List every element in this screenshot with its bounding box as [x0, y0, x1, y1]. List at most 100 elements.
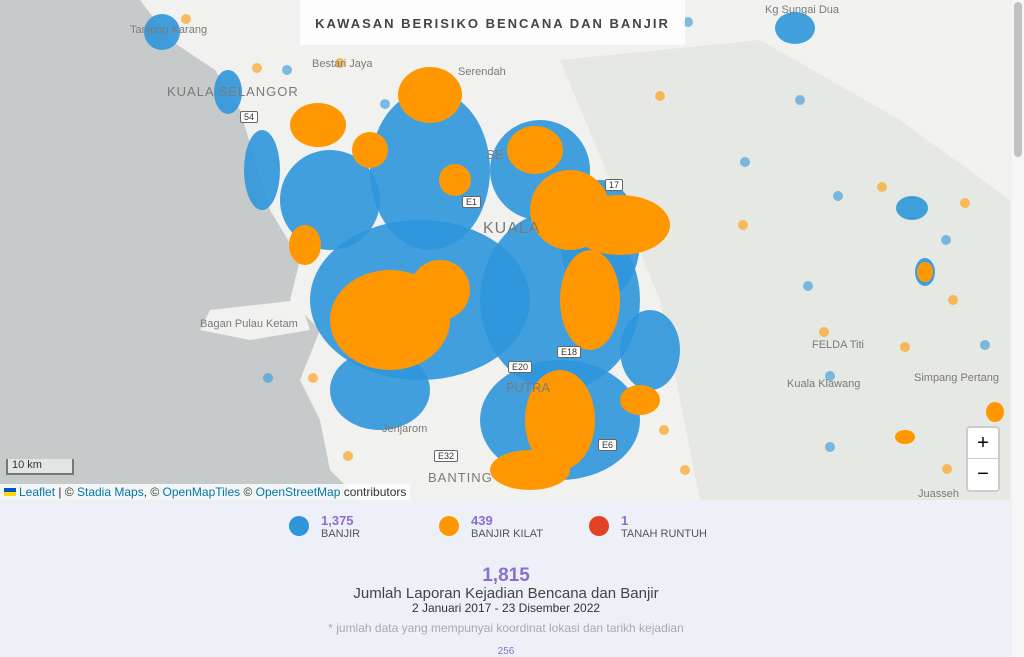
tanah-runtuh-label: TANAH RUNTUH [621, 528, 707, 540]
banjir-kilat-heat-blob [290, 103, 346, 147]
incident-point[interactable] [252, 63, 262, 73]
banjir-kilat-heat-blob [439, 164, 471, 196]
place-label: KUALA [483, 220, 541, 237]
scrollbar-thumb[interactable] [1014, 2, 1022, 157]
zoom-out-button[interactable]: − [977, 463, 989, 485]
road-shield: E1 [462, 196, 482, 208]
incident-point[interactable] [948, 295, 958, 305]
banjir-label: BANJIR [321, 528, 361, 540]
incident-point[interactable] [941, 235, 951, 245]
incident-point[interactable] [825, 371, 835, 381]
attr-text: , © [143, 485, 163, 499]
incident-point[interactable] [825, 442, 835, 452]
incident-point[interactable] [335, 58, 345, 68]
banjir-kilat-heat-blob [620, 385, 660, 415]
place-label: KUALA SELANGOR [167, 84, 299, 99]
map-title: KAWASAN BERISIKO BENCANA DAN BANJIR [300, 0, 685, 45]
incident-point[interactable] [683, 17, 693, 27]
banjir-heat-blob [775, 12, 815, 44]
forest [560, 40, 1010, 500]
legend-banjir: 1,375 BANJIR [289, 513, 360, 540]
incident-point[interactable] [308, 373, 318, 383]
tanah-runtuh-dot-icon [589, 516, 609, 536]
place-label: Juasseh [918, 488, 959, 500]
zoom-control: + − [966, 426, 1000, 492]
incident-point[interactable] [877, 182, 887, 192]
road-shield: E32 [434, 450, 459, 462]
banjir-kilat-count: 439 [471, 513, 493, 528]
banjir-heat-blob [330, 350, 430, 430]
incident-point[interactable] [795, 95, 805, 105]
banjir-kilat-heat-blob [986, 402, 1004, 422]
incident-point[interactable] [181, 14, 191, 24]
incident-point[interactable] [655, 91, 665, 101]
island [200, 300, 310, 340]
summary-title: Jumlah Laporan Kejadian Bencana dan Banj… [353, 585, 659, 602]
banjir-dot-icon [289, 516, 309, 536]
banjir-kilat-heat-blob [525, 370, 595, 470]
place-label: BANTING [428, 470, 493, 485]
scale-bar: 10 km [6, 459, 74, 475]
scrollbar[interactable] [1012, 0, 1024, 657]
place-label: Kg Sungai Dua [765, 4, 839, 16]
place-label: Tanjong Karang [130, 24, 208, 36]
place-label: FELDA Titi [812, 339, 864, 351]
banjir-kilat-heat-blob [917, 262, 933, 282]
map-canvas [0, 0, 1010, 500]
incident-point[interactable] [680, 465, 690, 475]
road-shield: 17 [605, 179, 624, 191]
banjir-kilat-heat-blob [895, 430, 915, 444]
heatmap-layer [144, 12, 1004, 490]
osm-link[interactable]: OpenStreetMap [255, 485, 341, 499]
banjir-kilat-heat-blob [570, 195, 670, 255]
legend-tanah-runtuh: 1 TANAH RUNTUH [589, 513, 707, 540]
banjir-kilat-dot-icon [439, 516, 459, 536]
map[interactable]: KAWASAN BERISIKO BENCANA DAN BANJIR Tanj… [0, 0, 1012, 500]
leaflet-link[interactable]: Leaflet [19, 485, 56, 499]
incident-point[interactable] [263, 373, 273, 383]
attribution: Leaflet | © Stadia Maps, © OpenMapTiles … [0, 484, 411, 500]
incident-point[interactable] [282, 65, 292, 75]
incident-point[interactable] [343, 451, 353, 461]
incident-point[interactable] [819, 327, 829, 337]
incident-point[interactable] [980, 340, 990, 350]
banjir-count: 1,375 [321, 513, 354, 528]
road-shield: E6 [598, 439, 618, 451]
incident-point[interactable] [942, 464, 952, 474]
attr-text: © [240, 485, 256, 499]
points-layer [181, 14, 990, 475]
banjir-kilat-heat-blob [352, 132, 388, 168]
place-label: Serendah [458, 66, 506, 78]
banjir-heat-blob [896, 196, 928, 220]
road-shield: E20 [508, 361, 533, 373]
openmaptiles-link[interactable]: OpenMapTiles [162, 485, 241, 499]
place-label: Kuala Klawang [787, 378, 861, 390]
incident-point[interactable] [960, 198, 970, 208]
total-count: 1,815 [482, 565, 530, 586]
banjir-heat-blob [620, 310, 680, 390]
banjir-heat-blob [370, 90, 490, 250]
legend-banjir-kilat: 439 BANJIR KILAT [439, 513, 543, 540]
road-shield: 54 [240, 111, 259, 123]
attr-text: | © [55, 485, 77, 499]
zoom-in-button[interactable]: + [968, 428, 998, 459]
place-label: Bagan Pulau Ketam [200, 318, 298, 330]
incident-point[interactable] [380, 99, 390, 109]
incident-point[interactable] [803, 281, 813, 291]
incident-point[interactable] [738, 220, 748, 230]
place-label: Jenjarom [382, 423, 428, 435]
banjir-kilat-heat-blob [560, 250, 620, 350]
place-label: Bestari Jaya [312, 58, 373, 70]
summary-note: * jumlah data yang mempunyai koordinat l… [328, 621, 684, 635]
banjir-kilat-heat-blob [398, 67, 462, 123]
place-label: SE [486, 147, 504, 162]
ukraine-flag-icon [4, 488, 16, 496]
incident-point[interactable] [740, 157, 750, 167]
incident-point[interactable] [659, 425, 669, 435]
incident-point[interactable] [833, 191, 843, 201]
tanah-runtuh-count: 1 [621, 513, 629, 528]
banjir-heat-blob [244, 130, 280, 210]
banjir-heat-blob [144, 14, 180, 50]
incident-point[interactable] [900, 342, 910, 352]
stadia-link[interactable]: Stadia Maps [77, 485, 144, 499]
